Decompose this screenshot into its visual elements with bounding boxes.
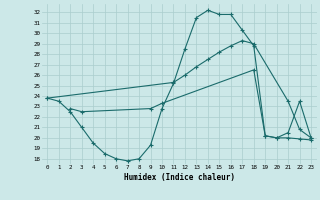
X-axis label: Humidex (Indice chaleur): Humidex (Indice chaleur) (124, 173, 235, 182)
